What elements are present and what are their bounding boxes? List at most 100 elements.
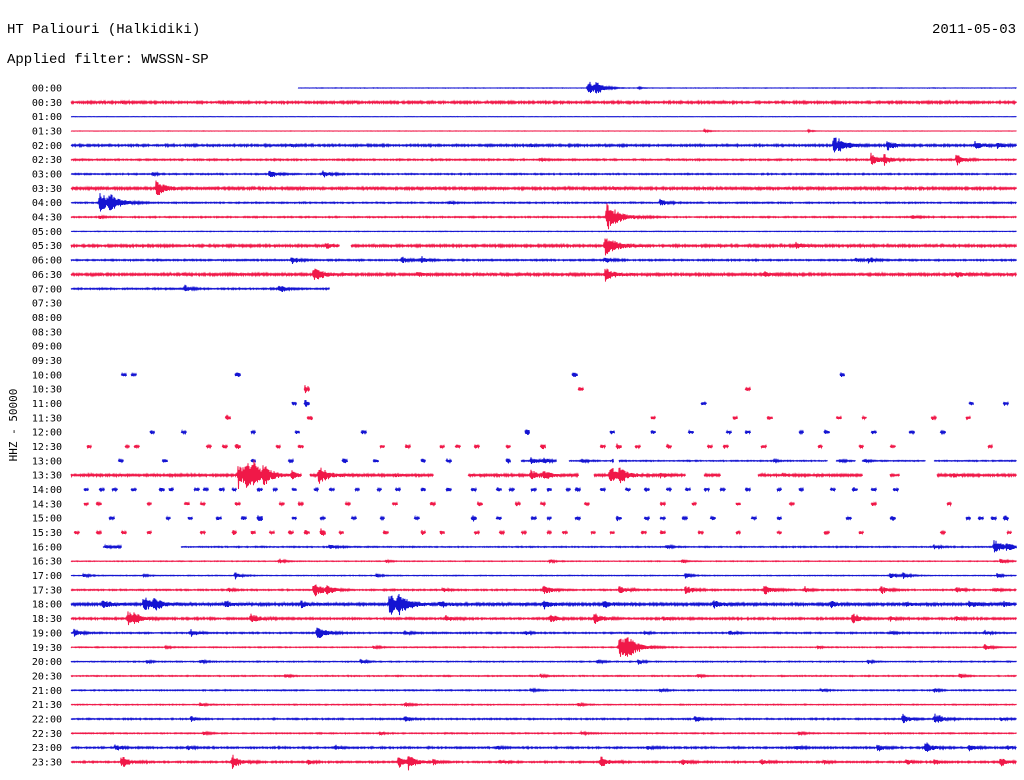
trace-segment <box>835 415 842 420</box>
trace-segment <box>231 529 237 535</box>
trace-segment <box>319 528 326 536</box>
time-label: 09:30 <box>32 356 62 367</box>
trace-segment <box>313 486 319 493</box>
trace-segment <box>744 386 751 392</box>
time-label: 16:30 <box>32 557 62 568</box>
time-label: 08:00 <box>32 313 62 324</box>
trace-segment <box>590 530 596 536</box>
trace-segment <box>193 486 200 492</box>
trace-segment <box>760 443 767 450</box>
trace-segment <box>583 501 590 507</box>
trace-segment <box>750 515 757 522</box>
trace-segment <box>272 486 278 493</box>
time-label: 03:00 <box>32 170 62 181</box>
trace-segment <box>297 444 304 449</box>
trace-segment <box>146 501 152 507</box>
trace-segment <box>287 529 294 535</box>
trace-segment <box>624 486 631 493</box>
trace-row-0300 <box>70 170 1017 178</box>
trace-segment <box>939 429 946 436</box>
trace-segment <box>234 501 241 507</box>
time-label: 15:00 <box>32 514 62 525</box>
trace-segment <box>659 501 666 507</box>
record-date: 2011-05-03 <box>931 22 1016 38</box>
trace-segment <box>439 444 445 450</box>
time-label: 02:30 <box>32 155 62 166</box>
trace-segment <box>691 501 697 507</box>
trace-segment <box>703 487 710 493</box>
trace-segment <box>70 284 330 292</box>
trace-segment <box>180 540 1017 553</box>
trace-segment <box>615 515 622 522</box>
trace-segment <box>83 487 89 492</box>
trace-segment <box>354 486 360 493</box>
time-label: 10:00 <box>32 370 62 381</box>
time-label: 04:30 <box>32 213 62 224</box>
trace-segment <box>659 529 666 535</box>
trace-segment <box>161 459 168 463</box>
trace-row-1900 <box>70 627 1017 639</box>
trace-segment <box>70 128 1017 134</box>
time-label: 16:00 <box>32 542 62 553</box>
trace-segment <box>291 487 297 491</box>
trace-segment <box>776 486 782 493</box>
time-label: 14:30 <box>32 499 62 510</box>
trace-segment <box>939 529 946 536</box>
trace-segment <box>287 457 294 464</box>
time-label: 17:00 <box>32 571 62 582</box>
time-label: 18:30 <box>32 614 62 625</box>
trace-segment <box>70 460 302 490</box>
filter-label: Applied filter: WWSSN-SP <box>7 52 209 68</box>
trace-segment <box>965 415 971 421</box>
trace-segment <box>70 701 1017 708</box>
trace-segment <box>835 458 856 464</box>
trace-row-1930 <box>70 637 1017 657</box>
trace-segment <box>250 529 256 535</box>
trace-segment <box>735 529 741 536</box>
trace-segment <box>520 457 557 465</box>
trace-segment <box>70 687 1017 694</box>
trace-segment <box>574 515 581 522</box>
trace-segment <box>445 457 452 464</box>
trace-segment <box>70 572 1017 580</box>
trace-row-0600 <box>70 256 1017 264</box>
trace-segment <box>798 486 804 493</box>
trace-segment <box>240 515 247 521</box>
trace-segment <box>70 754 1017 771</box>
trace-segment <box>640 530 647 535</box>
trace-segment <box>1006 529 1012 536</box>
trace-segment <box>102 543 122 550</box>
trace-segment <box>250 458 256 463</box>
trace-segment <box>744 486 751 493</box>
trace-segment <box>70 180 1017 196</box>
trace-segment <box>70 268 1017 282</box>
trace-segment <box>224 414 231 420</box>
trace-segment <box>889 516 896 521</box>
trace-segment <box>420 487 426 492</box>
trace-row-2130 <box>70 701 1017 708</box>
trace-segment <box>744 429 751 435</box>
trace-segment <box>861 414 867 421</box>
trace-row-1700 <box>70 572 1017 580</box>
trace-segment <box>454 444 461 450</box>
trace-segment <box>180 429 187 436</box>
trace-segment <box>338 530 344 535</box>
trace-segment <box>234 372 241 377</box>
trace-segment <box>1002 400 1009 407</box>
trace-segment <box>495 515 502 521</box>
trace-segment <box>968 401 974 406</box>
trace-segment <box>858 444 864 450</box>
trace-row-0230 <box>70 152 1017 166</box>
trace-segment <box>687 429 694 434</box>
trace-segment <box>379 515 385 522</box>
trace-segment <box>146 529 152 535</box>
time-label: 21:30 <box>32 700 62 711</box>
trace-segment <box>615 443 622 450</box>
trace-row-1730 <box>70 584 1017 597</box>
trace-segment <box>215 515 222 521</box>
trace-segment <box>303 399 310 407</box>
trace-segment <box>98 486 105 492</box>
trace-row-0000 <box>297 81 1017 94</box>
trace-segment <box>439 530 445 535</box>
trace-segment <box>83 501 89 507</box>
